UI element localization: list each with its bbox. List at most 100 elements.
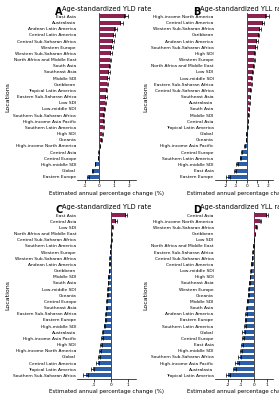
Bar bbox=[247, 119, 248, 123]
Bar bbox=[247, 82, 251, 86]
Bar bbox=[234, 367, 254, 371]
Bar bbox=[247, 299, 254, 303]
Title: Age-standardized YLD rate: Age-standardized YLD rate bbox=[62, 6, 151, 12]
Bar bbox=[240, 156, 247, 160]
Bar bbox=[99, 132, 102, 136]
Bar bbox=[99, 126, 103, 130]
Bar bbox=[242, 150, 247, 154]
Bar bbox=[254, 232, 255, 236]
Bar bbox=[247, 101, 249, 105]
Bar bbox=[99, 76, 108, 80]
Bar bbox=[99, 27, 116, 31]
Bar bbox=[251, 262, 254, 266]
Bar bbox=[109, 268, 111, 272]
Bar bbox=[250, 275, 254, 279]
Bar bbox=[99, 33, 114, 37]
Bar bbox=[252, 250, 254, 254]
Bar bbox=[99, 88, 107, 92]
Bar bbox=[107, 293, 111, 297]
Bar bbox=[254, 213, 267, 217]
Bar bbox=[98, 156, 99, 160]
Bar bbox=[86, 374, 111, 378]
Y-axis label: Locations: Locations bbox=[6, 82, 11, 112]
Text: D: D bbox=[193, 205, 201, 215]
Text: C: C bbox=[55, 205, 62, 215]
Y-axis label: Locations: Locations bbox=[6, 280, 11, 310]
Bar bbox=[247, 113, 249, 117]
Bar bbox=[99, 39, 113, 43]
Text: B: B bbox=[193, 7, 200, 17]
Bar bbox=[108, 287, 111, 291]
Bar bbox=[99, 58, 110, 62]
Bar bbox=[110, 256, 111, 260]
Bar bbox=[102, 336, 111, 340]
Bar bbox=[240, 355, 254, 359]
Bar bbox=[249, 287, 254, 291]
Bar bbox=[99, 101, 105, 105]
Bar bbox=[247, 64, 254, 68]
X-axis label: Estimated annual percentage change (%): Estimated annual percentage change (%) bbox=[49, 390, 164, 394]
Bar bbox=[246, 318, 254, 322]
Bar bbox=[100, 349, 111, 353]
Bar bbox=[103, 330, 111, 334]
Bar bbox=[237, 162, 247, 166]
Bar bbox=[111, 219, 116, 223]
Bar bbox=[247, 27, 259, 31]
Bar bbox=[248, 293, 254, 297]
Bar bbox=[247, 58, 254, 62]
Bar bbox=[247, 14, 267, 18]
Bar bbox=[247, 95, 250, 99]
Bar bbox=[104, 324, 111, 328]
Bar bbox=[247, 306, 254, 310]
Bar bbox=[243, 336, 254, 340]
Bar bbox=[242, 342, 254, 346]
Title: Age-standardized YLL rate: Age-standardized YLL rate bbox=[200, 204, 279, 210]
Bar bbox=[99, 82, 107, 86]
Bar bbox=[99, 113, 104, 117]
Bar bbox=[247, 45, 256, 49]
Bar bbox=[254, 219, 260, 223]
Bar bbox=[106, 312, 111, 316]
Bar bbox=[99, 70, 109, 74]
Bar bbox=[109, 275, 111, 279]
Bar bbox=[98, 361, 111, 365]
Bar bbox=[99, 119, 104, 123]
X-axis label: Estimated annual percentage change (%): Estimated annual percentage change (%) bbox=[49, 191, 164, 196]
Text: A: A bbox=[55, 7, 63, 17]
Bar bbox=[99, 107, 105, 111]
Bar bbox=[111, 213, 126, 217]
Bar bbox=[245, 144, 247, 148]
Bar bbox=[92, 169, 99, 173]
Bar bbox=[235, 169, 247, 173]
Bar bbox=[101, 342, 111, 346]
Bar bbox=[247, 20, 263, 24]
Bar bbox=[251, 268, 254, 272]
Bar bbox=[99, 45, 112, 49]
Bar bbox=[99, 138, 102, 142]
Bar bbox=[252, 256, 254, 260]
Bar bbox=[99, 355, 111, 359]
Bar bbox=[247, 70, 253, 74]
Bar bbox=[99, 20, 121, 24]
Bar bbox=[245, 324, 254, 328]
Bar bbox=[95, 162, 99, 166]
Bar bbox=[108, 281, 111, 285]
Bar bbox=[237, 361, 254, 365]
Bar bbox=[246, 132, 247, 136]
Bar bbox=[99, 52, 111, 56]
Bar bbox=[247, 52, 255, 56]
Bar bbox=[99, 14, 126, 18]
Bar bbox=[110, 250, 111, 254]
Bar bbox=[247, 39, 257, 43]
Bar bbox=[93, 367, 111, 371]
Bar bbox=[110, 244, 111, 248]
Bar bbox=[109, 262, 111, 266]
Bar bbox=[241, 349, 254, 353]
Bar bbox=[244, 330, 254, 334]
Bar bbox=[253, 244, 254, 248]
Bar bbox=[106, 306, 111, 310]
Bar bbox=[228, 374, 254, 378]
Bar bbox=[107, 299, 111, 303]
Bar bbox=[105, 318, 111, 322]
Bar bbox=[254, 225, 256, 229]
